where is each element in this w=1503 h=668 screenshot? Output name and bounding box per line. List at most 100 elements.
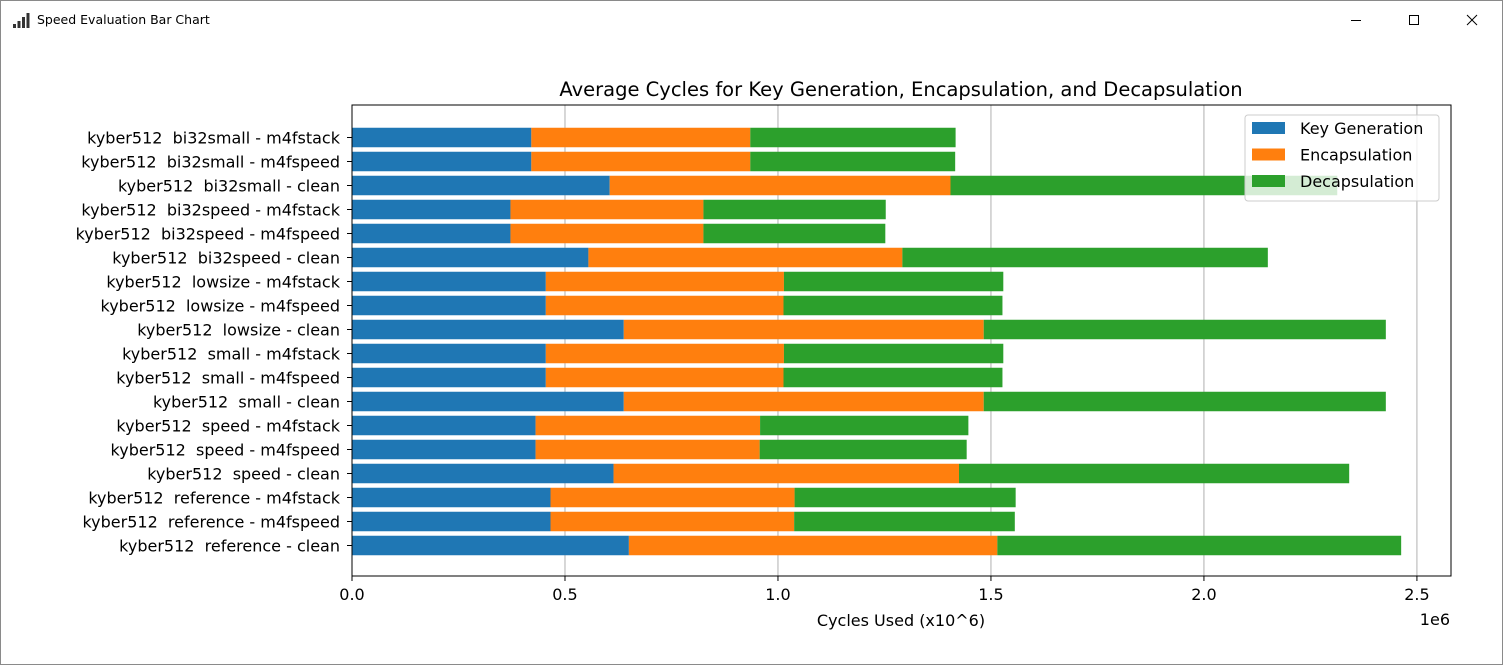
y-tick-label: kyber512 speed - clean bbox=[147, 465, 340, 484]
bar-key-generation bbox=[352, 487, 551, 508]
bar-encapsulation bbox=[531, 127, 751, 148]
close-icon bbox=[1466, 14, 1478, 26]
bar-encapsulation bbox=[535, 439, 760, 460]
bar-key-generation bbox=[352, 199, 511, 220]
bar-encapsulation bbox=[545, 295, 784, 316]
x-tick-label: 2.5 bbox=[1404, 585, 1429, 604]
bar-chart-icon bbox=[13, 13, 30, 28]
bar-encapsulation bbox=[510, 199, 704, 220]
bar-encapsulation bbox=[623, 319, 984, 340]
y-tick-label: kyber512 bi32speed - m4fstack bbox=[81, 201, 340, 220]
bar-encapsulation bbox=[623, 391, 984, 412]
y-tick-label: kyber512 speed - m4fstack bbox=[116, 417, 340, 436]
bar-key-generation bbox=[352, 319, 624, 340]
bar-encapsulation bbox=[628, 535, 998, 556]
bar-encapsulation bbox=[588, 247, 903, 268]
bar-decapsulation bbox=[760, 415, 969, 436]
chart-area: Average Cycles for Key Generation, Encap… bbox=[1, 39, 1502, 664]
bar-key-generation bbox=[352, 367, 546, 388]
bar-encapsulation bbox=[545, 343, 784, 364]
y-tick-label: kyber512 lowsize - m4fspeed bbox=[101, 297, 340, 316]
bar-key-generation bbox=[352, 343, 546, 364]
legend-swatch bbox=[1252, 175, 1285, 187]
x-axis: 0.0 0.5 1.0 1.5 2.0 2.5 bbox=[339, 576, 1430, 604]
bar-encapsulation bbox=[510, 223, 704, 244]
bar-key-generation bbox=[352, 223, 511, 244]
x-axis-label: Cycles Used (x10^6) bbox=[817, 611, 985, 630]
y-tick-label: kyber512 reference - clean bbox=[119, 537, 340, 556]
bar-decapsulation bbox=[983, 319, 1386, 340]
bar-decapsulation bbox=[950, 175, 1338, 196]
legend-label: Encapsulation bbox=[1300, 146, 1412, 165]
bar-key-generation bbox=[352, 247, 589, 268]
bar-key-generation bbox=[352, 439, 536, 460]
bar-key-generation bbox=[352, 463, 614, 484]
legend-label: Key Generation bbox=[1300, 119, 1423, 138]
legend-label: Decapsulation bbox=[1300, 172, 1414, 191]
bar-encapsulation bbox=[535, 415, 761, 436]
y-tick-label: kyber512 small - m4fspeed bbox=[116, 369, 340, 388]
y-tick-label: kyber512 lowsize - m4fstack bbox=[106, 273, 340, 292]
y-tick-label: kyber512 bi32small - m4fspeed bbox=[81, 153, 340, 172]
bar-decapsulation bbox=[703, 199, 886, 220]
bar-key-generation bbox=[352, 391, 624, 412]
maximize-button[interactable] bbox=[1385, 1, 1443, 39]
bar-key-generation bbox=[352, 127, 532, 148]
bar-decapsulation bbox=[983, 391, 1386, 412]
bar-key-generation bbox=[352, 295, 546, 316]
bar-decapsulation bbox=[794, 511, 1015, 532]
x-offset-label: 1e6 bbox=[1420, 610, 1450, 629]
y-tick-label: kyber512 bi32speed - m4fspeed bbox=[76, 225, 340, 244]
plot-frame bbox=[351, 104, 1452, 577]
bar-decapsulation bbox=[783, 367, 1003, 388]
x-tick-label: 1.0 bbox=[765, 585, 790, 604]
close-button[interactable] bbox=[1443, 1, 1501, 39]
legend-swatch bbox=[1252, 148, 1285, 161]
bar-decapsulation bbox=[703, 223, 886, 244]
minimize-icon bbox=[1351, 20, 1361, 21]
bar-decapsulation bbox=[959, 463, 1350, 484]
bar-decapsulation bbox=[783, 295, 1003, 316]
y-axis: kyber512 bi32small - m4fstack kyber512 bi… bbox=[76, 129, 352, 556]
stacked-bar-chart: Average Cycles for Key Generation, Encap… bbox=[76, 78, 1452, 630]
bar-encapsulation bbox=[550, 511, 795, 532]
y-tick-label: kyber512 lowsize - clean bbox=[137, 321, 340, 340]
bar-decapsulation bbox=[997, 535, 1402, 556]
x-tick-label: 0.0 bbox=[339, 585, 364, 604]
bar-encapsulation bbox=[531, 151, 751, 172]
window-title: Speed Evaluation Bar Chart bbox=[37, 12, 210, 27]
x-tick-label: 0.5 bbox=[552, 585, 577, 604]
y-tick-label: kyber512 bi32small - m4fstack bbox=[87, 129, 341, 148]
chart-title: Average Cycles for Key Generation, Encap… bbox=[559, 78, 1242, 101]
bar-encapsulation bbox=[545, 271, 784, 292]
y-tick-label: kyber512 reference - m4fstack bbox=[88, 489, 340, 508]
y-tick-label: kyber512 small - clean bbox=[153, 393, 340, 412]
bar-decapsulation bbox=[902, 247, 1268, 268]
bar-decapsulation bbox=[750, 151, 956, 172]
bar-encapsulation bbox=[613, 463, 960, 484]
bars bbox=[352, 127, 1402, 556]
y-tick-label: kyber512 speed - m4fspeed bbox=[111, 441, 340, 460]
bar-decapsulation bbox=[783, 271, 1004, 292]
bar-encapsulation bbox=[545, 367, 784, 388]
bar-key-generation bbox=[352, 151, 532, 172]
title-bar[interactable]: Speed Evaluation Bar Chart bbox=[1, 1, 1502, 39]
bar-key-generation bbox=[352, 271, 546, 292]
legend: Key Generation Encapsulation Decapsulation bbox=[1244, 114, 1440, 202]
bar-key-generation bbox=[352, 511, 551, 532]
x-tick-label: 1.5 bbox=[978, 585, 1003, 604]
bar-decapsulation bbox=[794, 487, 1016, 508]
bar-decapsulation bbox=[783, 343, 1004, 364]
y-tick-label: kyber512 small - m4fstack bbox=[122, 345, 341, 364]
y-tick-label: kyber512 bi32small - clean bbox=[118, 177, 340, 196]
bar-encapsulation bbox=[550, 487, 795, 508]
y-tick-label: kyber512 bi32speed - clean bbox=[112, 249, 340, 268]
legend-swatch bbox=[1252, 122, 1285, 134]
bar-key-generation bbox=[352, 535, 629, 556]
minimize-button[interactable] bbox=[1327, 1, 1385, 39]
bar-key-generation bbox=[352, 415, 536, 436]
maximize-icon bbox=[1409, 15, 1419, 25]
bar-decapsulation bbox=[750, 127, 956, 148]
bar-key-generation bbox=[352, 175, 610, 196]
